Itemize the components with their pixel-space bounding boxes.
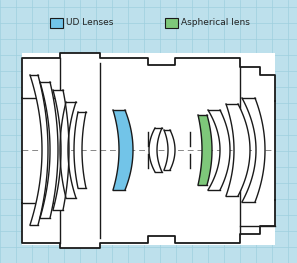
Polygon shape [40,82,58,218]
Polygon shape [60,102,76,198]
Bar [165,18,178,28]
Polygon shape [22,53,275,248]
Polygon shape [208,110,230,190]
Bar [50,18,63,28]
Polygon shape [198,115,212,185]
Polygon shape [113,110,133,190]
Text: UD Lenses: UD Lenses [66,18,113,27]
Polygon shape [30,75,48,225]
Polygon shape [74,112,86,188]
Polygon shape [22,53,275,245]
Polygon shape [53,90,69,210]
Polygon shape [113,110,133,190]
Polygon shape [149,128,162,172]
Polygon shape [242,98,265,202]
Polygon shape [164,130,175,170]
Text: Aspherical lens: Aspherical lens [181,18,250,27]
Polygon shape [226,104,250,196]
Polygon shape [198,115,212,185]
